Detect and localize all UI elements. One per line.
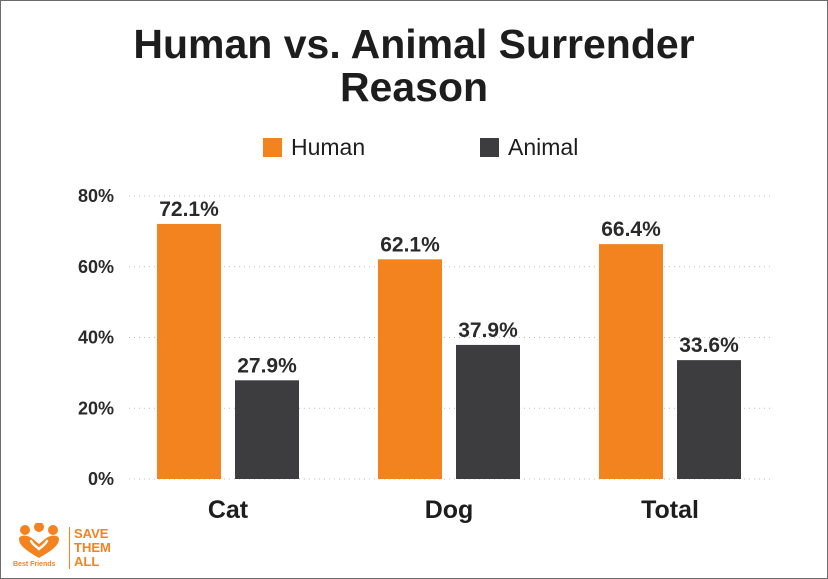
logo-tagline-line-1: SAVE (74, 526, 109, 541)
legend-label-animal: Animal (508, 134, 579, 160)
chart-legend: Human Animal (1, 134, 827, 164)
bar-animal-total (677, 360, 741, 479)
legend-item-animal: Animal (480, 134, 578, 161)
legend-swatch-human (263, 138, 282, 157)
logo-tagline-line-2: THEM (74, 540, 111, 555)
x-tick-label-cat: Cat (208, 496, 249, 524)
bar-animal-cat (235, 380, 299, 479)
chart-title-line-2: Reason (339, 64, 489, 110)
data-label-animal-dog: 37.9% (458, 319, 518, 342)
bar-animal-dog (456, 344, 520, 479)
legend-item-human: Human (263, 134, 365, 161)
logo-tagline: SAVE THEM ALL (74, 527, 111, 569)
x-tick-label-dog: Dog (425, 496, 474, 524)
legend-label-human: Human (291, 134, 366, 160)
logo-tagline-line-3: ALL (74, 554, 100, 569)
data-label-animal-cat: 27.9% (237, 354, 297, 377)
chart-title-line-1: Human vs. Animal Surrender (133, 21, 695, 67)
legend-swatch-animal (480, 138, 499, 157)
logo-divider (69, 527, 70, 569)
best-friends-logo: Best Friends SAVE THEM ALL (13, 522, 125, 573)
logo-brand-name: Best Friends (13, 561, 56, 568)
chart-title: Human vs. Animal Surrender Reason (1, 23, 827, 109)
y-tick-label-3: 60% (78, 257, 114, 277)
data-label-human-total: 66.4% (601, 218, 661, 241)
y-tick-label-2: 40% (78, 328, 114, 348)
y-tick-label-4: 80% (78, 186, 114, 206)
data-label-animal-total: 33.6% (679, 334, 739, 357)
paw-heart-icon (19, 522, 59, 558)
y-tick-label-0: 0% (88, 469, 114, 489)
data-label-human-dog: 62.1% (380, 233, 440, 256)
y-tick-label-1: 20% (78, 398, 114, 418)
bar-human-dog (378, 259, 442, 479)
bar-human-total (599, 244, 663, 479)
data-label-human-cat: 72.1% (159, 198, 219, 221)
bar-human-cat (157, 223, 221, 479)
x-tick-label-total: Total (641, 496, 699, 524)
